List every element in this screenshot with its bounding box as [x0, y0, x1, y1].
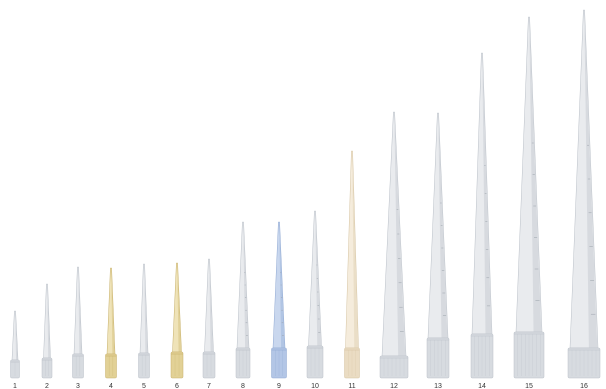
tip-shade: [15, 313, 18, 360]
pipette-tip-8: 8: [235, 221, 251, 389]
tip-number-label: 9: [277, 383, 281, 389]
pipette-tip-14: 14: [470, 52, 494, 389]
tip-shade: [529, 19, 542, 332]
tip-collar: [379, 355, 409, 379]
tip-shade: [352, 153, 359, 348]
tip-collar: [105, 353, 117, 379]
tip-number-label: 12: [390, 383, 398, 389]
pipette-tip-6: 6: [170, 262, 184, 389]
pipette-tip-7: 7: [202, 258, 216, 389]
tip-shade: [144, 266, 148, 353]
tip-number-label: 13: [434, 383, 442, 389]
tip-shade: [394, 114, 406, 356]
pipette-tip-15: 15: [513, 16, 545, 389]
tip-collar: [170, 351, 184, 379]
tip-number-label: 7: [207, 383, 211, 389]
tip-shade: [482, 55, 492, 334]
pipette-tip-16: 16: [567, 9, 601, 389]
pipette-tip-5: 5: [138, 263, 150, 389]
tip-shade: [78, 269, 82, 354]
tip-number-label: 14: [478, 383, 486, 389]
tip-shade: [438, 115, 448, 338]
pipette-tip-12: 12: [379, 111, 409, 389]
tip-number-label: 4: [109, 383, 113, 389]
pipette-tip-4: 4: [105, 267, 117, 389]
tip-number-label: 8: [241, 383, 245, 389]
tip-number-label: 10: [311, 383, 319, 389]
pipette-tip-9: 9: [271, 221, 287, 389]
tip-collar: [138, 352, 150, 379]
tip-collar: [202, 351, 216, 379]
tips-row: 1 2 3 4 5 6 7 8 9 10 11 12 13 14 15 16: [10, 9, 601, 389]
tip-number-label: 16: [580, 383, 588, 389]
tip-number-label: 6: [175, 383, 179, 389]
tip-number-label: 3: [76, 383, 80, 389]
pipette-tip-2: 2: [41, 283, 53, 389]
tip-shade: [243, 224, 249, 348]
tip-shade: [279, 224, 285, 348]
pipette-tip-10: 10: [306, 210, 324, 389]
tip-number-label: 5: [142, 383, 146, 389]
tip-number-label: 2: [45, 383, 49, 389]
tip-shade: [111, 270, 115, 354]
tip-shade: [177, 265, 182, 352]
pipette-tip-3: 3: [72, 266, 84, 389]
tip-shade: [47, 286, 51, 358]
tip-collar: [72, 353, 84, 379]
tip-number-label: 1: [13, 383, 17, 389]
tip-collar: [41, 357, 53, 379]
tip-shade: [209, 261, 214, 352]
pipette-tip-11: 11: [344, 150, 360, 389]
tip-number-label: 15: [525, 383, 533, 389]
pipette-tip-1: 1: [10, 310, 20, 389]
tip-shade: [584, 12, 598, 348]
tip-shade: [315, 213, 322, 346]
pipette-tip-13: 13: [426, 112, 450, 389]
tip-number-label: 11: [348, 383, 355, 389]
